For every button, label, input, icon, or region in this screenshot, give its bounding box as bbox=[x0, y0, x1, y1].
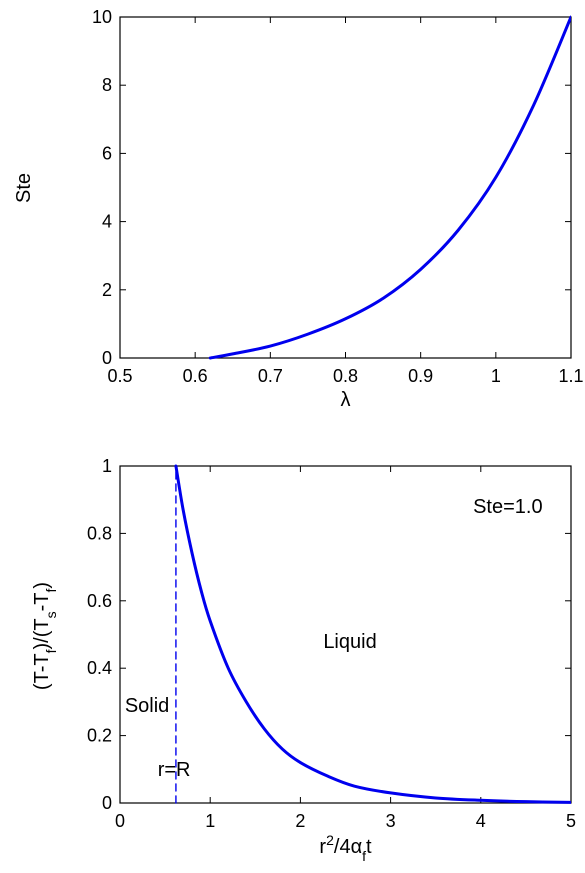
x-axis-label: r2/4αft bbox=[319, 832, 372, 864]
y-tick-label: 0 bbox=[102, 793, 112, 813]
y-tick-label: 8 bbox=[102, 75, 112, 95]
y-axis-label: (T-Tf)/(Ts-Tf) bbox=[31, 582, 59, 690]
x-tick-label: 2 bbox=[295, 811, 305, 831]
y-tick-label: 6 bbox=[102, 143, 112, 163]
plot-temperature-profile: 0 1 2 3 4 5 0 0.2 0.4 0.6 0.8 1 r2/4αft (T-Tf)/(Ts-Tf… bbox=[31, 456, 576, 864]
x-tick-label: 0 bbox=[115, 811, 125, 831]
x-tick-label: 0.9 bbox=[408, 366, 433, 386]
y-tick-label: 4 bbox=[102, 212, 112, 232]
annotation-label: Solid bbox=[125, 695, 169, 717]
x-tick-label: 1 bbox=[205, 811, 215, 831]
x-tick-label: 1 bbox=[491, 366, 501, 386]
y-tick-label: 0.8 bbox=[87, 523, 112, 543]
y-tick-label: 0.2 bbox=[87, 726, 112, 746]
annotation-label: Ste=1.0 bbox=[473, 496, 543, 518]
x-tick-label: 4 bbox=[476, 811, 486, 831]
annotation-label: Liquid bbox=[323, 631, 376, 653]
y-tick-label: 0 bbox=[102, 348, 112, 368]
y-tick-label: 10 bbox=[92, 7, 112, 27]
y-tick-label: 2 bbox=[102, 280, 112, 300]
series-line bbox=[174, 464, 571, 804]
axes-frame bbox=[119, 465, 572, 804]
y-axis-label: Ste bbox=[13, 173, 35, 203]
y-tick-label: 0.4 bbox=[87, 658, 112, 678]
x-axis-label: λ bbox=[341, 389, 351, 411]
x-tick-label: 0.5 bbox=[107, 366, 132, 386]
x-tick-label: 0.8 bbox=[333, 366, 358, 386]
plot-ste-vs-lambda: 0.5 0.6 0.7 0.8 0.9 1 1.1 0 2 4 6 8 10 λ Ste bbox=[13, 7, 584, 411]
x-tick-label: 3 bbox=[386, 811, 396, 831]
axes-frame bbox=[119, 16, 572, 359]
x-tick-label: 0.6 bbox=[183, 366, 208, 386]
y-tick-label: 0.6 bbox=[87, 591, 112, 611]
x-tick-label: 0.7 bbox=[258, 366, 283, 386]
annotation-label: r=R bbox=[158, 759, 191, 781]
series-line bbox=[208, 15, 571, 360]
x-tick-label: 1.1 bbox=[558, 366, 583, 386]
y-tick-label: 1 bbox=[102, 456, 112, 476]
x-tick-label: 5 bbox=[566, 811, 576, 831]
